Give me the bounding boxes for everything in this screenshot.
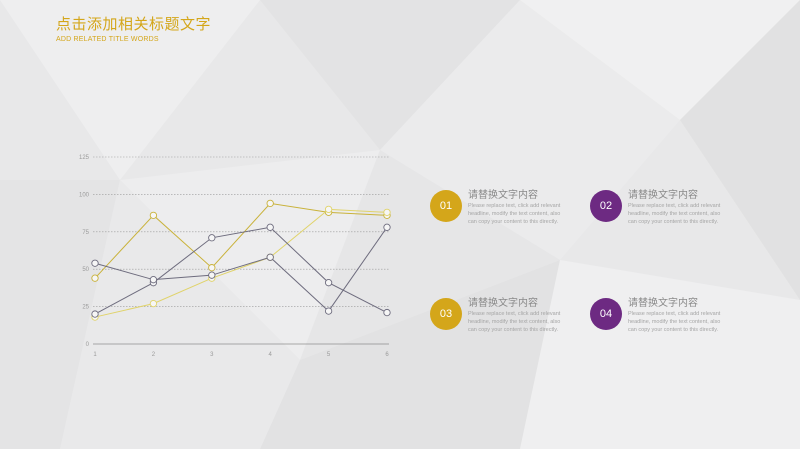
data-point [266,253,274,261]
data-point [324,307,333,315]
x-tick-label: 2 [152,352,156,358]
series-line [94,208,388,318]
item-02: 02 请替换文字内容 Please replace text, click ad… [590,186,750,246]
x-tick-label: 4 [269,352,273,358]
item-04: 04 请替换文字内容 Please replace text, click ad… [590,294,750,354]
data-point [266,199,274,208]
data-point [208,271,216,279]
data-point [91,310,99,318]
y-tick-label: 25 [82,305,89,311]
y-tick-label: 50 [82,267,89,273]
page-subtitle: ADD RELATED TITLE WORDS [56,36,159,43]
item-badge: 03 [430,298,462,330]
data-point [324,205,333,214]
series-line [94,226,388,315]
item-heading: 请替换文字内容 [628,190,698,201]
y-tick-label: 100 [79,192,90,198]
data-point [324,279,333,287]
data-point [149,276,158,284]
data-point [208,234,216,242]
item-description: Please replace text, click add relevant … [468,203,561,225]
page-title: 点击添加相关标题文字 [56,16,212,33]
item-badge: 02 [590,190,622,222]
item-heading: 请替换文字内容 [628,298,698,309]
data-point [383,308,391,317]
y-tick-label: 125 [79,155,90,161]
item-description: Please replace text, click add relevant … [628,311,721,333]
series-line [94,227,388,312]
data-point [383,223,391,231]
item-description: Please replace text, click add relevant … [468,311,561,333]
x-tick-label: 3 [210,352,214,358]
item-heading: 请替换文字内容 [468,190,538,201]
data-point [383,208,391,217]
data-point [149,299,158,308]
data-point [149,211,158,219]
item-description: Please replace text, click add relevant … [628,203,721,225]
item-badge: 01 [430,190,462,222]
x-tick-label: 5 [327,352,331,358]
item-badge: 04 [590,298,622,330]
item-01: 01 请替换文字内容 Please replace text, click ad… [430,186,590,246]
item-03: 03 请替换文字内容 Please replace text, click ad… [430,294,590,354]
data-point [91,259,99,267]
y-tick-label: 75 [82,230,89,236]
data-point [208,264,216,272]
title-block: 点击添加相关标题文字 ADD RELATED TITLE WORDS [56,16,211,44]
series-line [94,202,388,279]
x-tick-label: 6 [385,352,389,358]
y-tick-label: 0 [86,342,90,348]
item-heading: 请替换文字内容 [468,298,538,309]
data-point [266,223,274,231]
data-point [91,274,99,282]
x-tick-label: 1 [93,352,97,358]
